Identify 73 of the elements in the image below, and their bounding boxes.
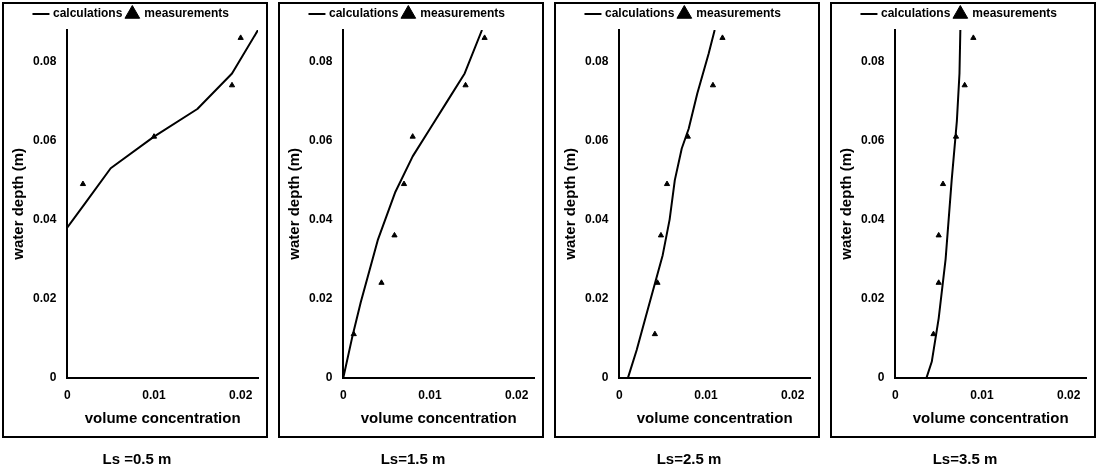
- point: [935, 279, 942, 285]
- point: [654, 279, 661, 285]
- legend-label: measurements: [420, 6, 506, 21]
- y-tick-label: 0.08: [309, 53, 333, 68]
- x-axis-title: volume concentration: [912, 409, 1069, 427]
- x-tick-label: 0: [64, 388, 72, 403]
- y-tick-label: 0.02: [861, 290, 885, 305]
- text: Ls =0.5 m: [101, 450, 173, 467]
- point: [961, 81, 968, 88]
- point: [657, 231, 665, 238]
- y-tick-label: 0.04: [861, 211, 885, 226]
- point: [709, 81, 717, 88]
- y-axis-title: water depth (m): [9, 147, 27, 261]
- y-tick-label: 0.02: [33, 290, 57, 305]
- x-tick-label: 0.01: [142, 388, 167, 403]
- y-tick-label: 0.02: [585, 290, 609, 305]
- y-tick-label: 0: [49, 369, 57, 384]
- point: [228, 81, 236, 88]
- y-tick-label: 0: [877, 369, 885, 384]
- y-tick-label: 0.06: [585, 132, 609, 147]
- y-tick-label: 0.08: [861, 53, 885, 68]
- point: [930, 330, 937, 337]
- point: [391, 231, 398, 238]
- y-axis-title: water depth (m): [285, 147, 303, 261]
- y-tick-label: 0: [325, 369, 333, 384]
- y-tick-label: 0: [601, 369, 609, 384]
- x-axis-title: volume concentration: [636, 409, 793, 427]
- legend-label: calculations: [328, 6, 399, 21]
- point: [651, 330, 658, 337]
- y-tick-label: 0.04: [33, 211, 57, 226]
- y-tick-label: 0.08: [585, 53, 609, 68]
- x-tick-label: 0: [616, 388, 624, 403]
- point: [400, 180, 408, 187]
- x-tick-label: 0.01: [970, 388, 995, 403]
- y-tick-label: 0.04: [309, 211, 333, 226]
- text: Ls=2.5 m: [655, 450, 723, 467]
- point: [79, 180, 87, 187]
- point: [939, 180, 947, 187]
- y-tick-label: 0.08: [33, 53, 57, 68]
- y-tick-label: 0.02: [309, 290, 333, 305]
- x-tick-label: 0.01: [418, 388, 443, 403]
- x-tick-label: 0.02: [1056, 388, 1081, 403]
- point: [237, 34, 244, 40]
- y-tick-label: 0.04: [585, 211, 609, 226]
- x-tick-label: 0.01: [694, 388, 719, 403]
- point: [935, 231, 942, 238]
- point: [409, 133, 416, 139]
- legend-label: calculations: [604, 6, 675, 21]
- point: [970, 34, 977, 40]
- point: [481, 34, 488, 40]
- point: [663, 180, 671, 187]
- point: [378, 279, 385, 285]
- legend-label: measurements: [144, 6, 230, 21]
- x-tick-label: 0.02: [780, 388, 805, 403]
- x-axis-title: volume concentration: [360, 409, 517, 427]
- legend-label: calculations: [880, 6, 951, 21]
- legend-label: calculations: [52, 6, 123, 21]
- x-tick-label: 0.02: [504, 388, 529, 403]
- y-tick-label: 0.06: [861, 132, 885, 147]
- x-tick-label: 0.02: [228, 388, 253, 403]
- x-axis-title: volume concentration: [84, 409, 241, 427]
- point: [719, 34, 726, 40]
- legend-label: measurements: [972, 6, 1058, 21]
- y-axis-title: water depth (m): [561, 147, 579, 261]
- point: [462, 81, 469, 88]
- x-tick-label: 0: [340, 388, 348, 403]
- y-axis-title: water depth (m): [837, 147, 855, 261]
- x-tick-label: 0: [892, 388, 900, 403]
- text: Ls=1.5 m: [379, 450, 447, 467]
- text: Ls=3.5 m: [931, 450, 999, 467]
- y-tick-label: 0.06: [33, 132, 57, 147]
- y-tick-label: 0.06: [309, 132, 333, 147]
- legend-label: measurements: [696, 6, 782, 21]
